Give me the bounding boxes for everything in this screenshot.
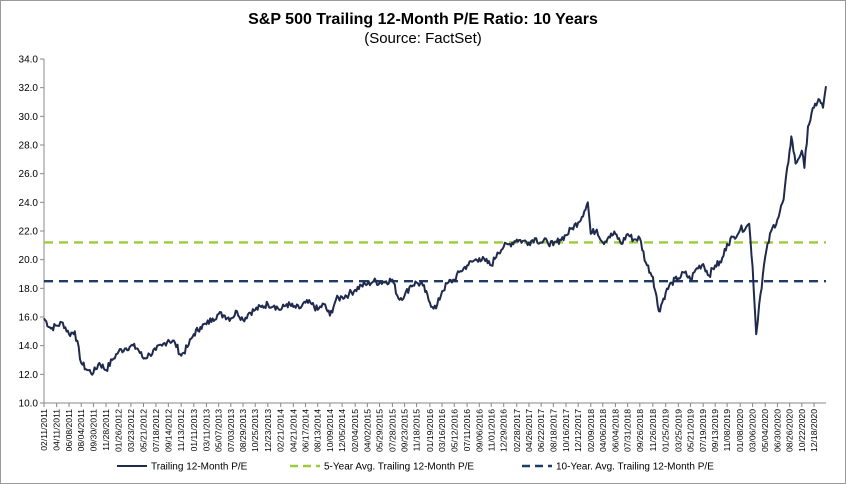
x-tick-label: 03/11/2013	[201, 409, 211, 452]
x-tick-label: 12/12/2017	[573, 409, 583, 452]
legend-item-5yr-avg: 5-Year Avg. Trailing 12-Month P/E	[290, 462, 474, 473]
x-tick-label: 06/22/2017	[536, 409, 546, 452]
y-tick-label: 28.0	[19, 141, 39, 152]
x-tick-label: 11/28/2011	[101, 409, 111, 451]
x-tick-label: 04/21/2014	[288, 409, 298, 452]
y-tick-label: 32.0	[19, 83, 39, 94]
legend-label-10yr-avg: 10-Year. Avg. Trailing 12-Month P/E	[556, 462, 714, 473]
x-tick-label: 09/30/2011	[88, 409, 98, 452]
x-axis-ticks: 02/11/2011 04/11/2011 06/08/2011 08/04/2011…	[39, 403, 819, 452]
x-tick-label: 10/22/2020	[797, 409, 807, 452]
x-tick-label: 05/29/2015	[375, 409, 385, 452]
x-tick-label: 02/11/2011	[39, 409, 49, 451]
x-tick-label: 05/04/2020	[760, 409, 770, 452]
x-tick-label: 07/11/2016	[462, 409, 472, 452]
x-tick-label: 07/03/2013	[226, 409, 236, 452]
x-tick-label: 11/18/2015	[412, 409, 422, 452]
x-tick-label: 04/11/2011	[52, 409, 62, 451]
x-tick-label: 04/02/2015	[362, 409, 372, 452]
x-tick-label: 07/18/2012	[151, 409, 161, 452]
x-tick-label: 10/16/2017	[561, 409, 571, 452]
x-tick-label: 03/16/2016	[437, 409, 447, 452]
x-tick-label: 05/12/2016	[449, 409, 459, 452]
x-tick-label: 01/25/2019	[661, 409, 671, 452]
legend-label-trailing-pe: Trailing 12-Month P/E	[151, 462, 248, 473]
x-tick-label: 05/07/2013	[214, 409, 224, 452]
x-tick-label: 12/05/2014	[337, 409, 347, 452]
x-tick-label: 07/31/2018	[623, 409, 633, 452]
y-tick-label: 26.0	[19, 169, 39, 180]
legend: Trailing 12-Month P/E 5-Year Avg. Traili…	[117, 462, 714, 473]
x-tick-label: 08/26/2020	[785, 409, 795, 452]
y-tick-label: 10.0	[19, 399, 39, 410]
x-tick-label: 02/04/2015	[350, 409, 360, 452]
x-tick-label: 07/28/2015	[387, 409, 397, 452]
x-tick-label: 06/08/2011	[64, 409, 74, 452]
y-tick-label: 16.0	[19, 313, 39, 324]
x-tick-label: 05/21/2012	[139, 409, 149, 452]
x-tick-label: 12/23/2013	[263, 409, 273, 452]
x-tick-label: 07/19/2019	[698, 409, 708, 452]
plot-area: 10.0 12.0 14.0 16.0 18.0 20.0 22.0 24.0 26.0 28.0…	[19, 55, 827, 452]
x-tick-label: 09/26/2018	[635, 409, 645, 452]
y-tick-label: 12.0	[19, 370, 39, 381]
x-tick-label: 08/04/2011	[76, 409, 86, 452]
series-line-trailing-pe	[43, 86, 827, 376]
y-tick-label: 20.0	[19, 255, 39, 266]
x-tick-label: 01/08/2020	[735, 409, 745, 452]
x-tick-label: 09/23/2015	[400, 409, 410, 452]
x-tick-label: 06/04/2018	[610, 409, 620, 452]
average-lines	[44, 241, 826, 283]
chart-title: S&P 500 Trailing 12-Month P/E Ratio: 10 …	[248, 11, 598, 28]
y-tick-label: 24.0	[19, 198, 39, 209]
x-tick-label: 04/06/2018	[598, 409, 608, 452]
legend-item-10yr-avg: 10-Year. Avg. Trailing 12-Month P/E	[522, 462, 714, 473]
y-tick-label: 18.0	[19, 284, 39, 295]
y-tick-label: 34.0	[19, 55, 39, 66]
x-tick-label: 08/13/2014	[313, 409, 323, 452]
x-tick-label: 11/01/2016	[486, 409, 496, 452]
x-tick-label: 09/14/2012	[163, 409, 173, 452]
x-tick-label: 05/21/2019	[686, 409, 696, 452]
legend-label-5yr-avg: 5-Year Avg. Trailing 12-Month P/E	[324, 462, 474, 473]
x-tick-label: 02/21/2014	[276, 409, 286, 452]
x-tick-label: 02/09/2018	[586, 409, 596, 452]
x-tick-label: 10/25/2013	[250, 409, 260, 452]
x-tick-label: 02/28/2017	[512, 409, 522, 452]
x-tick-label: 03/25/2019	[673, 409, 683, 452]
x-tick-label: 12/18/2020	[809, 409, 819, 452]
y-tick-label: 30.0	[19, 112, 39, 123]
x-tick-label: 08/18/2017	[548, 409, 558, 452]
x-tick-label: 04/26/2017	[524, 409, 534, 452]
x-tick-label: 11/13/2012	[176, 409, 186, 452]
x-tick-label: 11/08/2019	[722, 409, 732, 452]
y-tick-label: 22.0	[19, 227, 39, 238]
x-tick-label: 06/30/2020	[772, 409, 782, 452]
x-tick-label: 08/29/2013	[238, 409, 248, 452]
x-tick-label: 09/06/2016	[474, 409, 484, 452]
y-axis-ticks: 10.0 12.0 14.0 16.0 18.0 20.0 22.0 24.0 26.0 28.0…	[19, 55, 44, 410]
x-tick-label: 03/23/2012	[126, 409, 136, 452]
chart-subtitle: (Source: FactSet)	[364, 30, 482, 47]
x-tick-label: 03/06/2020	[748, 409, 758, 452]
x-tick-label: 01/11/2013	[189, 409, 199, 452]
legend-item-trailing-pe: Trailing 12-Month P/E	[117, 462, 248, 473]
x-tick-label: 09/13/2019	[710, 409, 720, 452]
x-tick-label: 12/29/2016	[499, 409, 509, 452]
x-tick-label: 10/09/2014	[325, 409, 335, 452]
x-tick-label: 01/19/2016	[425, 409, 435, 452]
x-tick-label: 01/26/2012	[114, 409, 124, 452]
y-tick-label: 14.0	[19, 341, 39, 352]
x-tick-label: 06/17/2014	[301, 409, 311, 452]
x-tick-label: 11/26/2018	[648, 409, 658, 452]
